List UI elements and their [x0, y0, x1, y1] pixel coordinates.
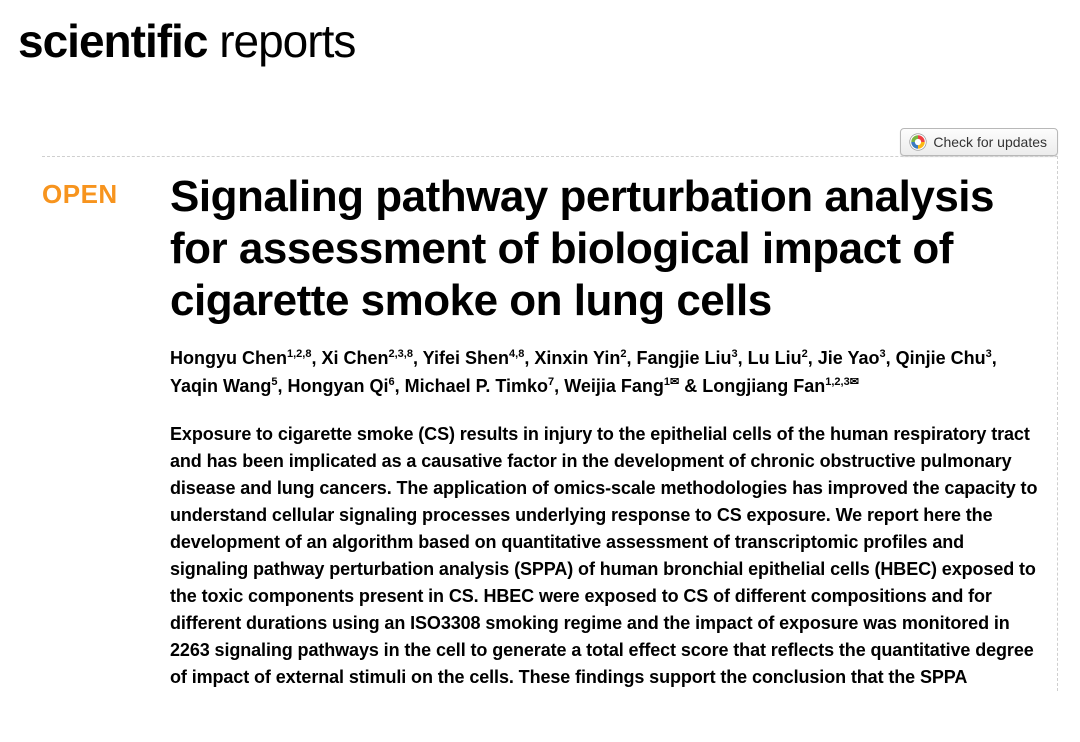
- author: Lu Liu2: [748, 348, 808, 368]
- author: Jie Yao3: [818, 348, 886, 368]
- crossmark-icon: [909, 133, 927, 151]
- author: Xi Chen2,3,8: [321, 348, 412, 368]
- author: Xinxin Yin2: [534, 348, 626, 368]
- author: Yifei Shen4,8: [423, 348, 525, 368]
- author: Hongyu Chen1,2,8: [170, 348, 311, 368]
- author: Yaqin Wang5: [170, 376, 277, 396]
- author: Hongyan Qi6: [287, 376, 394, 396]
- corresponding-mail-icon: ✉: [850, 376, 859, 388]
- open-access-badge: OPEN: [42, 179, 118, 210]
- check-updates-button[interactable]: Check for updates: [900, 128, 1058, 156]
- author: Fangjie Liu3: [637, 348, 738, 368]
- article-abstract: Exposure to cigarette smoke (CS) results…: [170, 421, 1045, 691]
- corresponding-mail-icon: ✉: [670, 376, 679, 388]
- article-container: OPEN Signaling pathway perturbation anal…: [42, 156, 1058, 691]
- article-content: Signaling pathway perturbation analysis …: [170, 171, 1057, 691]
- author: Qinjie Chu3: [896, 348, 992, 368]
- author-list: Hongyu Chen1,2,8, Xi Chen2,3,8, Yifei Sh…: [170, 345, 1045, 401]
- journal-name: scientific reports: [18, 14, 355, 68]
- author: Michael P. Timko7: [405, 376, 555, 396]
- journal-name-light: reports: [207, 15, 355, 67]
- check-updates-label: Check for updates: [933, 134, 1047, 150]
- journal-name-bold: scientific: [18, 15, 207, 67]
- author: Weijia Fang1✉: [564, 376, 679, 396]
- author: Longjiang Fan1,2,3✉: [702, 376, 859, 396]
- article-title: Signaling pathway perturbation analysis …: [170, 171, 1045, 327]
